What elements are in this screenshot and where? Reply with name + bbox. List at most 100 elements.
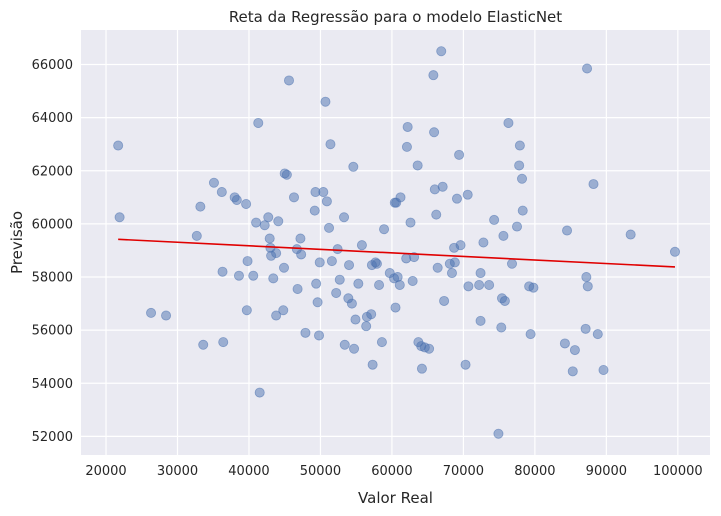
data-point [598,364,609,375]
data-point [463,281,474,292]
data-point [455,240,466,251]
x-axis-label: Valor Real [358,489,433,507]
data-point [231,194,242,205]
data-point [320,96,331,107]
data-point [431,209,442,220]
data-point [503,117,514,128]
data-point [217,266,228,277]
data-point [514,140,525,151]
regression-line [118,238,676,268]
data-point [374,279,385,290]
data-point [559,338,570,349]
data-point [278,262,289,273]
data-point [401,141,412,152]
data-point [412,160,423,171]
grid-lines [81,30,710,455]
data-point [429,127,440,138]
data-point [462,189,473,200]
data-point [346,298,357,309]
y-tick-label: 60000 [32,217,73,232]
x-tick-label: 70000 [443,464,484,479]
data-point [113,140,124,151]
data-point [474,279,485,290]
data-point [349,343,360,354]
data-point [405,217,416,228]
data-point [449,257,460,268]
data-point [625,229,636,240]
data-point [496,322,507,333]
data-point [321,196,332,207]
data-point [283,75,294,86]
data-point [489,214,500,225]
data-point [582,63,593,74]
data-point [296,249,307,260]
data-point [451,193,462,204]
data-point [195,201,206,212]
data-point [499,295,510,306]
data-point [332,244,343,255]
data-point [424,343,435,354]
data-point [567,366,578,377]
data-point [208,177,219,188]
data-point [334,274,345,285]
data-point [437,181,448,192]
data-point [324,222,335,233]
data-point [484,279,495,290]
data-point [582,281,593,292]
data-point [241,198,252,209]
x-tick-label: 20000 [85,464,126,479]
y-tick-label: 64000 [32,111,73,126]
data-point [264,233,275,244]
y-tick-label: 56000 [32,324,73,339]
data-point [454,149,465,160]
data-point [312,297,323,308]
data-point [339,212,350,223]
data-point [289,192,300,203]
data-point [218,337,229,348]
y-axis-label: Previsão [8,211,26,274]
data-point [273,216,284,227]
x-tick-label: 60000 [371,464,412,479]
data-point [198,339,209,350]
data-point [314,330,325,341]
data-point [314,257,325,268]
data-point [517,205,528,216]
data-point [569,345,580,356]
data-point [356,240,367,251]
data-point [379,224,390,235]
y-tick-label: 58000 [32,271,73,286]
data-point [588,179,599,190]
data-point [331,287,342,298]
data-point [161,310,172,321]
data-point [493,428,504,439]
data-point [562,225,573,236]
data-point [394,279,405,290]
data-point [439,295,450,306]
data-points [113,46,680,439]
data-point [268,273,279,284]
data-point [390,302,401,313]
data-point [407,276,418,287]
data-point [517,173,528,184]
data-point [669,246,680,257]
data-point [216,187,227,198]
data-point [271,310,282,321]
y-tick-label: 62000 [32,164,73,179]
data-point [309,205,320,216]
x-tick-label: 30000 [157,464,198,479]
data-point [475,315,486,326]
data-point [436,46,447,57]
data-point [295,233,306,244]
y-tick-labels: 52000 54000 56000 58000 60000 62000 64000 66000 [32,58,73,445]
data-point [395,192,406,203]
data-point [498,230,509,241]
data-point [361,321,372,332]
data-point [281,169,292,180]
data-point [292,283,303,294]
data-point [512,221,523,232]
data-point [581,272,592,283]
data-point [253,117,264,128]
data-point [318,187,329,198]
data-point [271,248,282,259]
